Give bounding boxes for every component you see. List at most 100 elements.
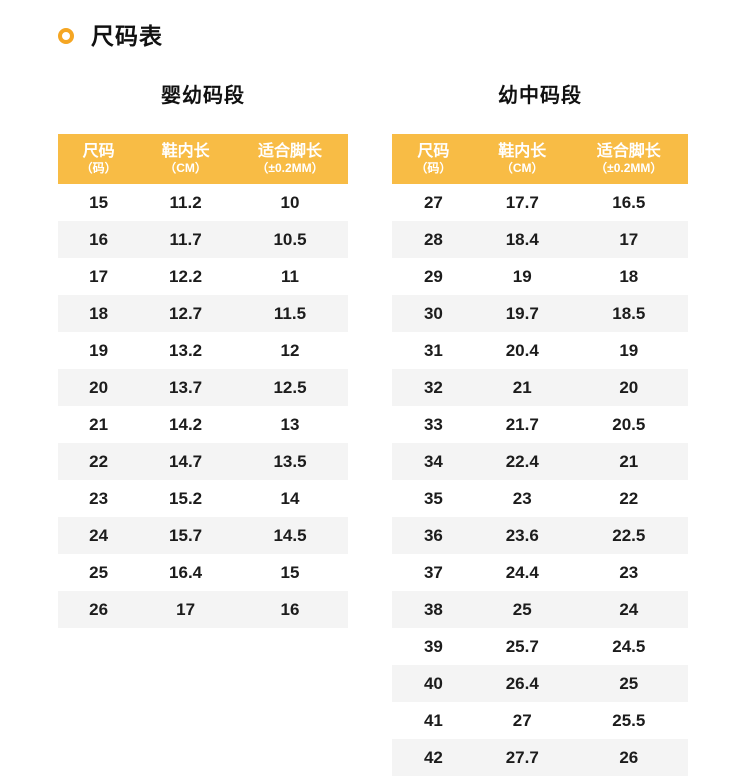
table-cell: 25 — [619, 673, 639, 693]
table-cell: 11 — [281, 266, 299, 286]
table-cell: 20 — [89, 377, 109, 397]
table-cell: 24 — [89, 525, 109, 545]
page-title: 尺码表 — [91, 23, 163, 49]
table-cell: 20 — [619, 377, 639, 397]
table-cell: 22.5 — [612, 525, 646, 545]
table-title-child: 幼中码段 — [498, 85, 582, 107]
table-cell: 18.4 — [505, 229, 539, 249]
table-cell: 23 — [89, 488, 109, 508]
table-cell: 19 — [512, 266, 532, 286]
column-header: 适合脚长 （±0.2MM） — [569, 134, 688, 184]
column-header: 尺码 （码） — [58, 134, 140, 184]
table-row: 28 18.4 17 — [392, 221, 688, 258]
table-row: 23 15.2 14 — [58, 480, 348, 517]
table-cell: 13.2 — [169, 340, 203, 360]
table-cell: 35 — [423, 488, 443, 508]
table-cell: 27 — [423, 192, 443, 212]
column-header: 鞋内长 （CM） — [139, 134, 232, 184]
table-cell: 16.4 — [169, 562, 203, 582]
table-cell: 30 — [423, 303, 443, 323]
table-row: 15 11.2 10 — [58, 184, 348, 221]
table-body: 15 11.2 10 16 11.7 10.5 17 12.2 11 18 12.7 11.5 19 13… — [58, 184, 348, 628]
table-row: 24 15.7 14.5 — [58, 517, 348, 554]
table-header: 尺码 （码） 鞋内长 （CM） 适合脚长 （±0.2MM） — [58, 134, 348, 184]
table-row: 31 20.4 19 — [392, 332, 688, 369]
table-cell: 24.4 — [505, 562, 539, 582]
table-cell: 12.7 — [169, 303, 203, 323]
table-row: 36 23.6 22.5 — [392, 517, 688, 554]
table-row: 37 24.4 23 — [392, 554, 688, 591]
table-row: 39 25.7 24.5 — [392, 628, 688, 665]
table-cell: 41 — [423, 710, 443, 730]
child-size-table: 尺码 （码） 鞋内长 （CM） 适合脚长 （±0.2MM） 27 17.7 16.5 28 18.… — [392, 134, 688, 776]
table-cell: 17 — [176, 599, 196, 619]
table-cell: 15 — [89, 192, 109, 212]
table-row: 27 17.7 16.5 — [392, 184, 688, 221]
table-row: 41 27 25.5 — [392, 702, 688, 739]
table-body: 27 17.7 16.5 28 18.4 17 29 19 18 30 19.7 18.5 31 20.4… — [392, 184, 688, 776]
table-cell: 29 — [423, 266, 443, 286]
table-row: 42 27.7 26 — [392, 739, 688, 776]
table-cell: 32 — [423, 377, 443, 397]
table-row: 30 19.7 18.5 — [392, 295, 688, 332]
table-row: 19 13.2 12 — [58, 332, 348, 369]
table-cell: 39 — [423, 636, 443, 656]
table-cell: 17.7 — [505, 192, 539, 212]
column-header: 尺码 （码） — [392, 134, 475, 184]
table-cell: 11.5 — [273, 303, 307, 323]
table-cell: 27 — [512, 710, 532, 730]
table-cell: 20.5 — [612, 414, 646, 434]
table-title-infant: 婴幼码段 — [161, 85, 245, 107]
table-cell: 33 — [423, 414, 443, 434]
table-cell: 13.7 — [169, 377, 203, 397]
table-cell: 25.5 — [612, 710, 646, 730]
table-cell: 23 — [512, 488, 532, 508]
table-header: 尺码 （码） 鞋内长 （CM） 适合脚长 （±0.2MM） — [392, 134, 688, 184]
table-cell: 26 — [619, 747, 639, 767]
column-header: 适合脚长 （±0.2MM） — [231, 134, 348, 184]
table-cell: 21.7 — [505, 414, 539, 434]
table-row: 16 11.7 10.5 — [58, 221, 348, 258]
table-cell: 38 — [423, 599, 443, 619]
table-row: 22 14.7 13.5 — [58, 443, 348, 480]
table-row: 35 23 22 — [392, 480, 688, 517]
table-cell: 21 — [512, 377, 532, 397]
table-cell: 36 — [423, 525, 443, 545]
table-row: 40 26.4 25 — [392, 665, 688, 702]
table-cell: 31 — [423, 340, 443, 360]
table-child-sizes: 幼中码段 尺码 （码） 鞋内长 （CM） 适合脚长 （±0.2MM） 27 17.7 16.5… — [392, 84, 688, 776]
table-cell: 24 — [619, 599, 639, 619]
table-cell: 13 — [280, 414, 300, 434]
table-row: 33 21.7 20.5 — [392, 406, 688, 443]
table-cell: 21 — [619, 451, 639, 471]
table-cell: 16 — [89, 229, 109, 249]
table-cell: 21 — [89, 414, 109, 434]
page-header: 尺码表 — [58, 22, 690, 50]
table-cell: 14.7 — [169, 451, 203, 471]
table-cell: 24.5 — [612, 636, 646, 656]
table-cell: 17 — [619, 229, 639, 249]
table-cell: 42 — [423, 747, 443, 767]
table-cell: 34 — [423, 451, 443, 471]
table-cell: 22 — [89, 451, 109, 471]
table-cell: 15.2 — [169, 488, 203, 508]
table-cell: 19 — [619, 340, 639, 360]
table-cell: 12.5 — [273, 377, 307, 397]
table-cell: 25 — [89, 562, 109, 582]
table-cell: 25.7 — [505, 636, 539, 656]
table-row: 21 14.2 13 — [58, 406, 348, 443]
table-cell: 26 — [89, 599, 109, 619]
table-row: 17 12.2 11 — [58, 258, 348, 295]
table-cell: 12.2 — [169, 266, 203, 286]
table-cell: 11.7 — [169, 229, 202, 249]
table-cell: 37 — [423, 562, 443, 582]
table-row: 25 16.4 15 — [58, 554, 348, 591]
table-cell: 18 — [89, 303, 109, 323]
size-tables: 婴幼码段 尺码 （码） 鞋内长 （CM） 适合脚长 （±0.2MM） 15 11.2 10 16… — [58, 84, 690, 776]
table-cell: 20.4 — [505, 340, 539, 360]
table-cell: 40 — [423, 673, 443, 693]
table-cell: 14.5 — [273, 525, 307, 545]
table-cell: 23 — [619, 562, 639, 582]
table-cell: 16.5 — [612, 192, 646, 212]
